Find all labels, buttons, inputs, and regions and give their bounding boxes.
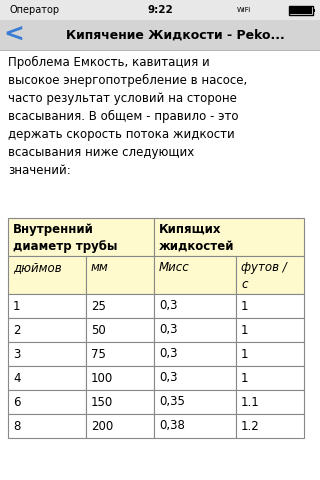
Text: Оператор: Оператор [10,5,60,15]
Text: 1: 1 [13,300,20,312]
Bar [236,342,304,366]
Bar [8,342,86,366]
Bar [8,218,154,256]
Text: WiFi: WiFi [237,7,251,13]
Bar [154,342,236,366]
Bar [236,390,304,414]
Bar [86,256,154,294]
Bar [236,256,304,294]
Text: 50: 50 [91,324,106,336]
Text: Мисс: Мисс [159,261,190,274]
Text: Проблема Емкость, кавитация и
высокое энергопотребление в насосе,
часто результа: Проблема Емкость, кавитация и высокое эн… [8,56,247,178]
Bar [86,294,154,318]
Text: <: < [4,23,24,47]
Bar [8,318,86,342]
Bar [154,256,236,294]
Bar [154,390,236,414]
Text: 25: 25 [91,300,106,312]
Bar [0,20,320,50]
Bar [8,294,86,318]
Bar [236,318,304,342]
Bar [236,414,304,438]
Bar [313,9,315,12]
Text: 75: 75 [91,348,106,360]
Text: 9:22: 9:22 [147,5,173,15]
Bar [8,366,86,390]
Text: 3: 3 [13,348,20,360]
Bar [86,318,154,342]
Text: Кипячение Жидкости - Рeko...: Кипячение Жидкости - Рeko... [66,28,284,41]
Text: 0,3: 0,3 [159,372,178,384]
Bar [154,294,236,318]
Text: дюймов: дюймов [13,261,62,274]
Text: 1.1: 1.1 [241,396,260,408]
Text: Внутренний
диаметр трубы: Внутренний диаметр трубы [13,223,117,253]
Text: 4: 4 [13,372,20,384]
Text: 1: 1 [241,372,249,384]
Bar [236,294,304,318]
Text: 1: 1 [241,348,249,360]
Text: 100: 100 [91,372,113,384]
Bar [154,318,236,342]
Text: 0,3: 0,3 [159,300,178,312]
Text: 200: 200 [91,420,113,432]
Text: 6: 6 [13,396,20,408]
Bar [86,342,154,366]
Bar [8,414,86,438]
Text: 2: 2 [13,324,20,336]
Text: 0,3: 0,3 [159,348,178,360]
Bar [86,366,154,390]
Text: футов /
с: футов / с [241,261,287,290]
Text: 0,35: 0,35 [159,396,185,408]
Bar [8,390,86,414]
Text: 1: 1 [241,300,249,312]
Text: 1: 1 [241,324,249,336]
Text: 0,38: 0,38 [159,420,185,432]
Bar [154,366,236,390]
Bar [236,366,304,390]
Bar [0,0,320,20]
Text: 150: 150 [91,396,113,408]
Bar [86,390,154,414]
Text: Кипящих
жидкостей: Кипящих жидкостей [159,223,235,253]
Text: мм: мм [91,261,109,274]
Text: 0,3: 0,3 [159,324,178,336]
Bar [86,414,154,438]
Bar [154,414,236,438]
Bar [289,6,313,15]
Bar [8,256,86,294]
Bar [154,218,304,256]
Text: 1.2: 1.2 [241,420,260,432]
Bar [290,7,312,14]
Text: 8: 8 [13,420,20,432]
